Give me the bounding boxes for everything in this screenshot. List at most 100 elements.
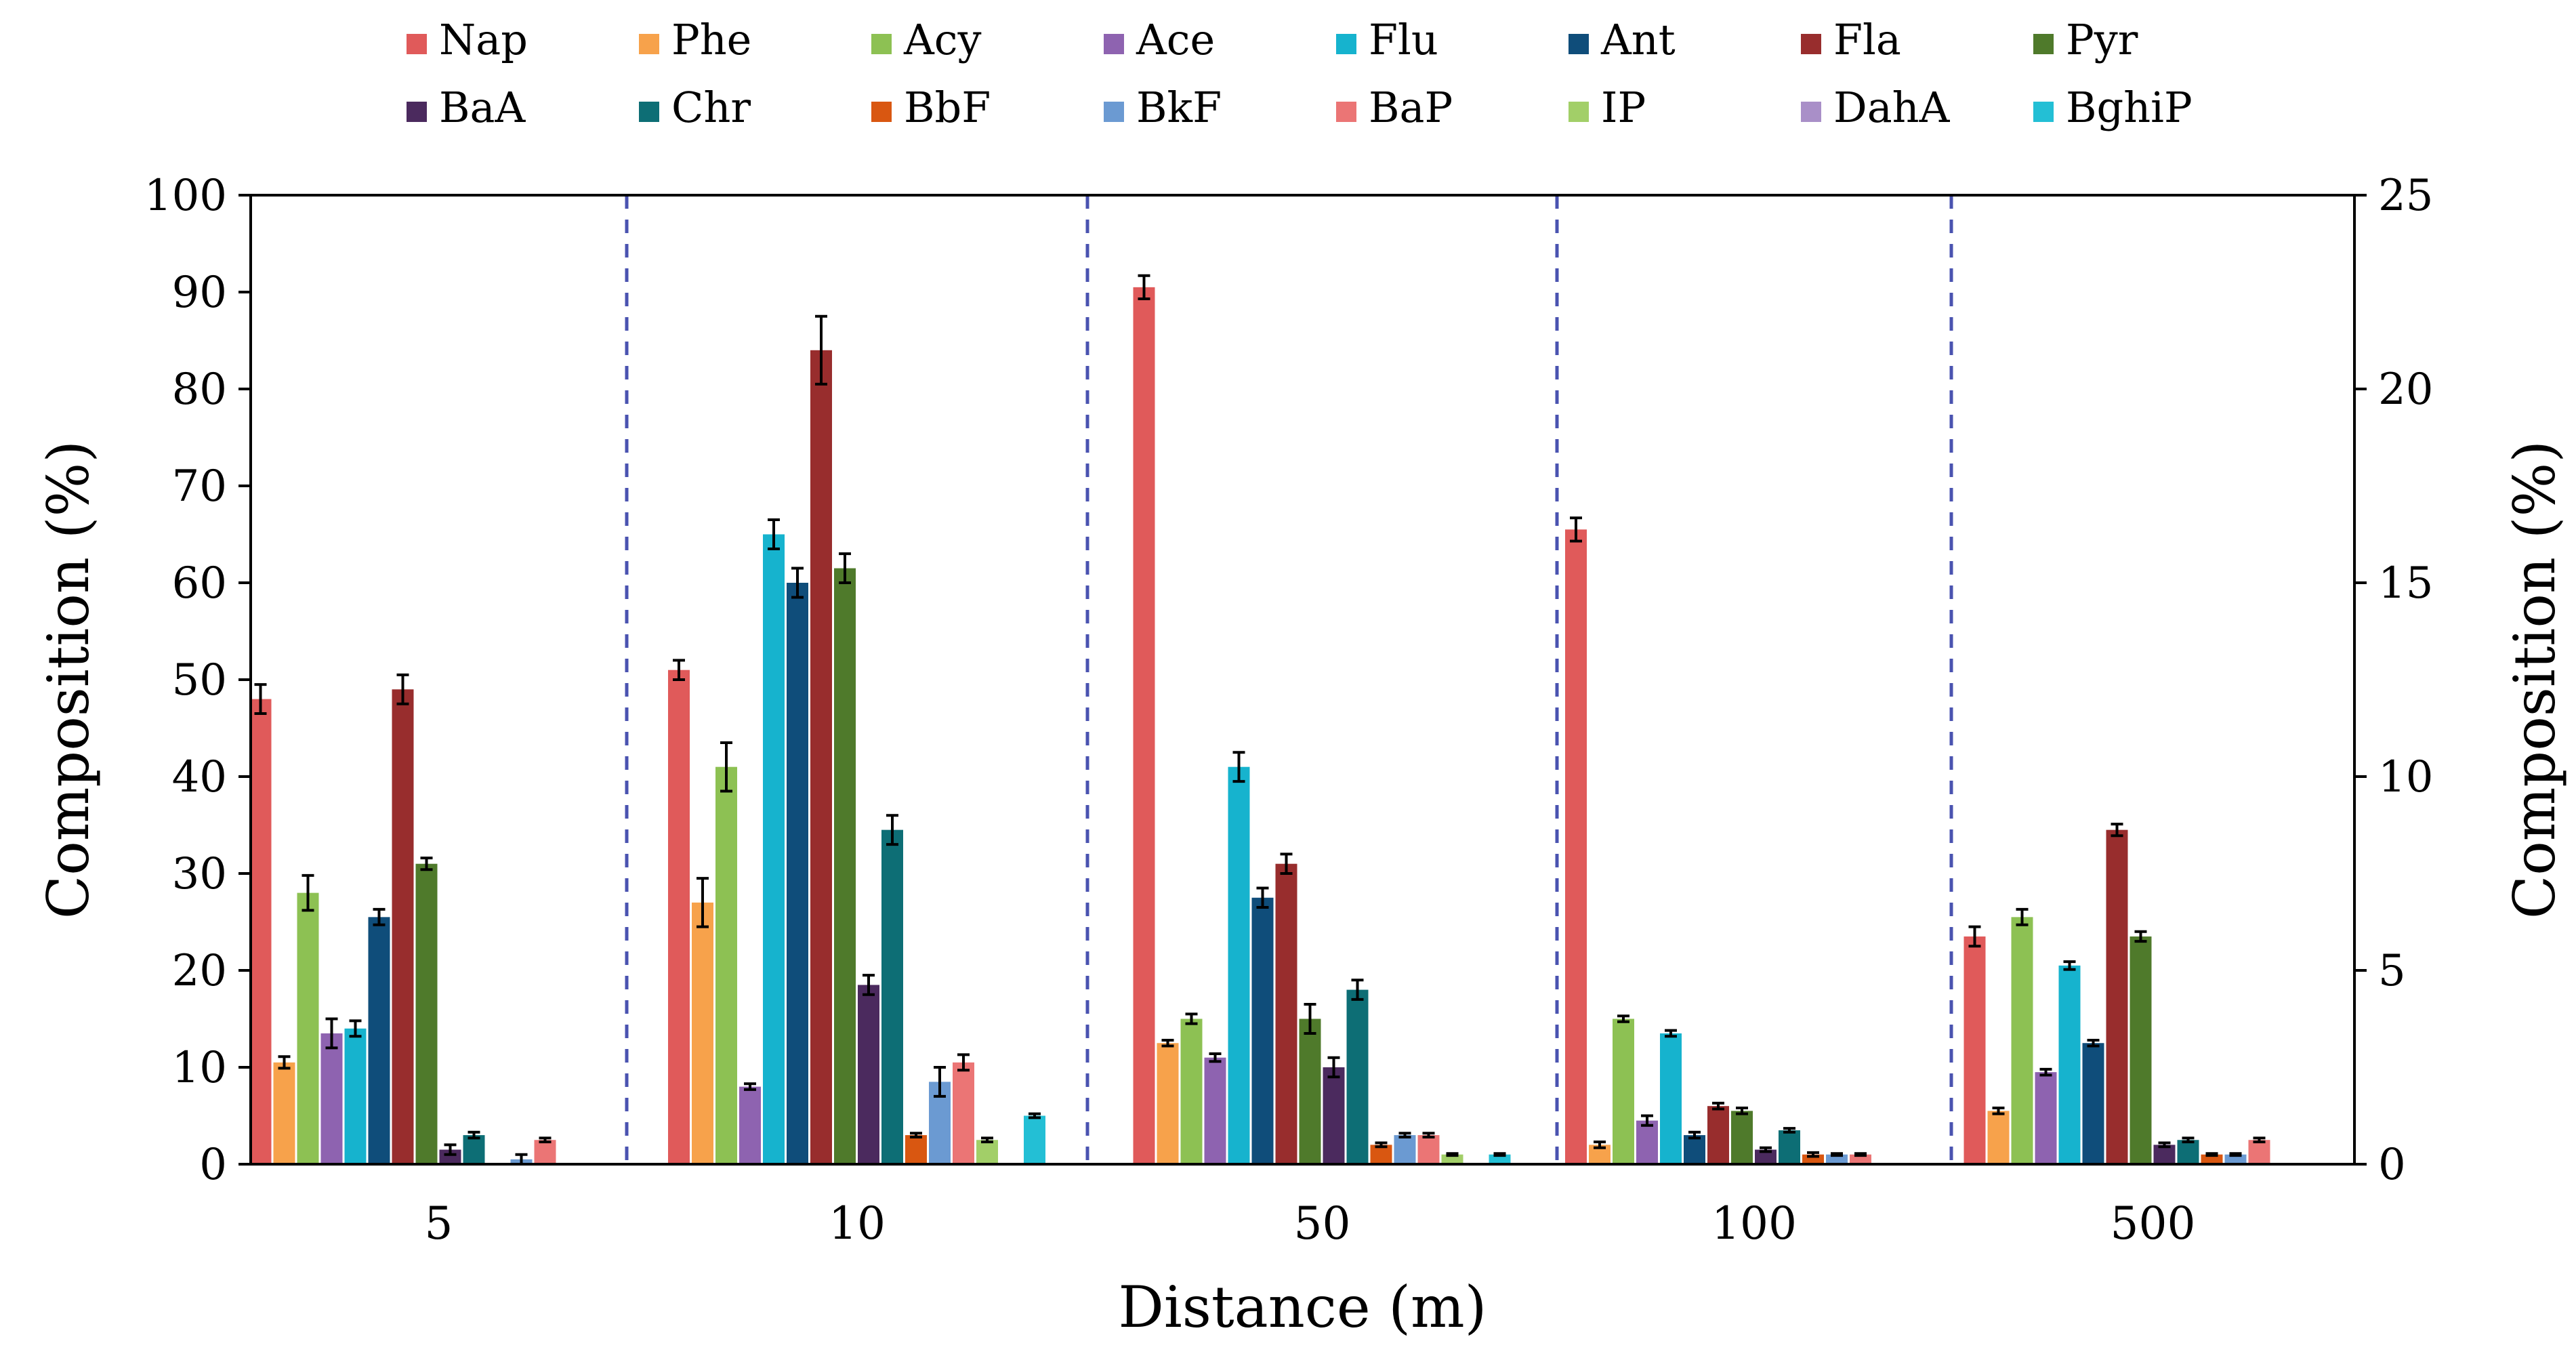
legend-label-phe: Phe [671, 15, 751, 64]
y-tick-label-100: 100 [144, 171, 227, 221]
legend-label-nap: Nap [439, 15, 528, 64]
legend-label-bghip: BghiP [2066, 83, 2193, 132]
bar-nap-5 [249, 699, 272, 1164]
legend-swatch-acy [871, 34, 892, 54]
legend-swatch-phe [639, 34, 659, 54]
bar-bap-100 [1850, 1154, 1871, 1164]
legend-swatch-flu [1336, 34, 1356, 54]
y-tick-label-40: 40 [172, 752, 227, 802]
bars [249, 274, 2270, 1166]
x-tick-label-50: 50 [1294, 1197, 1351, 1250]
bar-flu-10 [763, 534, 785, 1164]
bar-bap-5 [534, 1140, 556, 1164]
bar-bghip-10 [1024, 1115, 1045, 1164]
legend-swatch-chr [639, 102, 659, 122]
legend-swatch-bap [1336, 102, 1356, 122]
bar-bkf-50 [1394, 1135, 1416, 1164]
bar-acy-50 [1180, 1018, 1203, 1164]
bar-baa-10 [858, 985, 879, 1164]
x-tick-label-100: 100 [1711, 1197, 1797, 1250]
x-tick-label-10: 10 [829, 1197, 886, 1250]
group-separators [625, 195, 1953, 1164]
bar-bap-50 [1417, 1135, 1440, 1164]
bar-ace-50 [1204, 1057, 1226, 1164]
y-right-tick-label-20: 20 [2378, 365, 2433, 415]
legend-label-baa: BaA [439, 83, 526, 132]
y-tick-label-50: 50 [172, 655, 227, 705]
bar-bbf-10 [905, 1135, 927, 1164]
bar-bap-500 [2248, 1140, 2270, 1164]
bar-acy-500 [2011, 917, 2033, 1164]
legend-swatch-ant [1569, 34, 1589, 54]
bar-bbf-500 [2201, 1154, 2223, 1164]
legend-label-daha: DahA [1833, 83, 1951, 132]
bar-baa-100 [1755, 1149, 1777, 1164]
legend-label-fla: Fla [1833, 15, 1901, 64]
legend-label-ip: IP [1601, 83, 1646, 132]
legend-label-bbf: BbF [904, 83, 991, 132]
y-tick-label-0: 0 [199, 1140, 227, 1190]
x-tick-label-5: 5 [425, 1197, 453, 1250]
legend-swatch-daha [1801, 102, 1821, 122]
bar-ant-50 [1251, 897, 1274, 1164]
bar-ant-10 [787, 583, 808, 1164]
y-right-tick-label-0: 0 [2378, 1140, 2406, 1190]
legend-label-ant: Ant [1600, 15, 1676, 64]
bar-fla-50 [1275, 863, 1297, 1164]
bar-pyr-100 [1731, 1111, 1753, 1164]
bar-ant-500 [2082, 1043, 2104, 1164]
y-right-tick-label-10: 10 [2378, 752, 2433, 802]
bar-phe-50 [1157, 1043, 1179, 1164]
bar-flu-50 [1228, 766, 1250, 1164]
legend-swatch-bghip [2033, 102, 2054, 122]
y-tick-label-90: 90 [172, 268, 227, 318]
bar-fla-5 [392, 689, 414, 1164]
bar-acy-5 [297, 892, 319, 1164]
bar-ace-5 [320, 1033, 343, 1164]
y-tick-label-20: 20 [172, 946, 227, 996]
bar-flu-100 [1660, 1033, 1682, 1164]
bar-ace-500 [2035, 1072, 2057, 1164]
bar-ip-50 [1441, 1154, 1463, 1164]
bar-chr-5 [463, 1135, 485, 1164]
legend-swatch-baa [407, 102, 427, 122]
bar-fla-500 [2106, 829, 2128, 1164]
bar-pyr-500 [2130, 936, 2152, 1164]
bar-chr-500 [2177, 1140, 2199, 1164]
legend-swatch-bkf [1104, 102, 1124, 122]
y-right-tick-label-25: 25 [2378, 171, 2433, 221]
legend-label-bkf: BkF [1136, 83, 1222, 132]
bar-pyr-50 [1299, 1018, 1321, 1164]
legend-swatch-bbf [871, 102, 892, 122]
x-tick-label-500: 500 [2111, 1197, 2196, 1250]
y-tick-label-10: 10 [172, 1043, 227, 1093]
bar-bkf-100 [1826, 1154, 1848, 1164]
bar-chr-10 [881, 829, 903, 1164]
bar-phe-10 [692, 902, 713, 1164]
bar-nap-100 [1565, 529, 1587, 1164]
y-tick-label-70: 70 [172, 461, 227, 512]
bar-nap-500 [1964, 936, 1986, 1164]
y-tick-label-60: 60 [172, 558, 227, 609]
bar-chr-50 [1346, 989, 1369, 1164]
bar-baa-50 [1323, 1067, 1345, 1164]
bar-acy-10 [715, 766, 737, 1164]
y-right-tick-label-5: 5 [2378, 946, 2406, 996]
legend-swatch-ip [1569, 102, 1589, 122]
bar-ip-10 [976, 1140, 998, 1164]
legend-label-bap: BaP [1369, 83, 1453, 132]
bar-acy-100 [1613, 1018, 1634, 1164]
bar-flu-500 [2058, 965, 2081, 1164]
legend: Nap Phe Acy Ace Flu Ant Fla Pyr BaA Chr BbF BkF BaP I… [407, 15, 2193, 132]
bar-fla-10 [810, 350, 832, 1164]
bar-nap-50 [1133, 287, 1155, 1165]
bar-ant-5 [368, 917, 390, 1164]
axes: 5 10 50 100 500 0 10 20 30 40 50 60 70 80 90 100 0 5 10 15 2… [144, 171, 2434, 1250]
bar-bap-10 [953, 1062, 974, 1164]
legend-swatch-nap [407, 34, 427, 54]
bar-nap-10 [668, 670, 690, 1164]
y-axis-title: Composition (%) [35, 440, 102, 919]
bar-phe-500 [1987, 1111, 2010, 1164]
